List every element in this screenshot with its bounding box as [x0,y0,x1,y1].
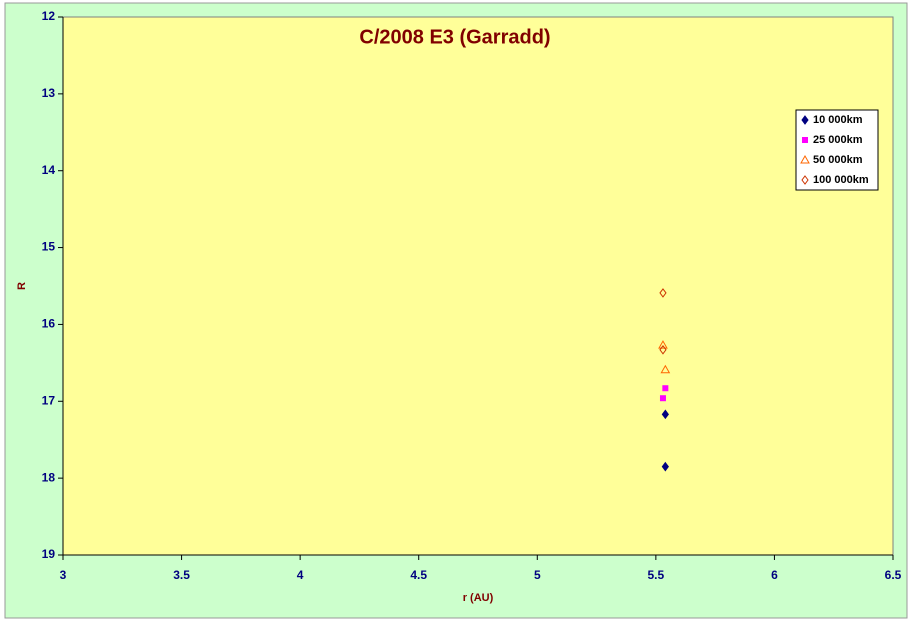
legend-marker [802,137,808,143]
marker [659,395,666,402]
x-tick-label: 4 [297,568,304,582]
x-tick-label: 4.5 [410,568,427,582]
legend: 10 000km 25 000km 50 000km 100 000km [795,109,879,191]
legend-label: 50 000km [813,154,863,166]
x-tick-label: 6 [771,568,778,582]
marker [660,364,671,374]
y-tick-label: 13 [42,86,56,100]
legend-marker [800,154,810,164]
y-tick-label: 17 [42,393,56,407]
x-tick-label: 5 [534,568,541,582]
marker [661,461,669,472]
plot-area [62,16,894,556]
marker [661,409,669,420]
y-tick-label: 19 [42,547,56,561]
legend-marker [801,115,809,125]
x-axis-label: r (AU) [463,592,494,604]
x-tick-label: 3.5 [173,568,190,582]
marker [658,340,668,349]
marker [662,385,669,392]
legend-label: 100 000km [813,174,869,186]
y-tick-label: 15 [42,240,56,254]
legend-label: 25 000km [813,134,863,146]
x-tick-label: 6.5 [885,568,902,582]
y-tick-label: 16 [42,317,56,331]
y-tick-label: 18 [42,470,56,484]
y-tick-label: 14 [42,163,56,177]
marker [659,344,667,355]
legend-label: 10 000km [813,114,863,126]
chart-title: C/2008 E3 (Garradd) [359,26,550,48]
legend-box [795,109,879,191]
legend-marker [801,175,809,185]
x-tick-label: 5.5 [648,568,665,582]
y-axis-label: R [16,282,28,290]
marker [659,288,667,298]
x-tick-label: 3 [60,568,67,582]
y-tick-label: 12 [42,9,56,23]
